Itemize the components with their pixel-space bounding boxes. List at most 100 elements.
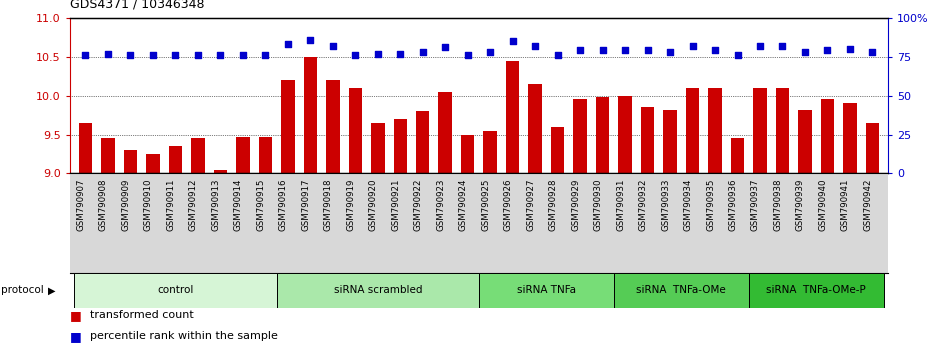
Text: GSM790915: GSM790915: [257, 178, 265, 231]
Bar: [753, 88, 766, 173]
Point: [551, 52, 565, 58]
Point: [392, 51, 407, 56]
Text: GSM790907: GSM790907: [76, 178, 86, 231]
Point: [370, 51, 385, 56]
Text: GDS4371 / 10346348: GDS4371 / 10346348: [70, 0, 205, 11]
Text: GSM790941: GSM790941: [841, 178, 850, 231]
Bar: [484, 131, 497, 173]
Text: protocol: protocol: [1, 285, 44, 295]
Bar: [596, 97, 609, 173]
Bar: [551, 127, 565, 173]
Text: GSM790916: GSM790916: [279, 178, 288, 231]
Point: [100, 51, 115, 56]
Point: [618, 47, 632, 53]
Point: [123, 52, 138, 58]
Point: [303, 37, 318, 42]
Point: [235, 52, 250, 58]
Text: GSM790913: GSM790913: [211, 178, 220, 231]
Point: [78, 52, 93, 58]
Text: GSM790928: GSM790928: [549, 178, 558, 231]
Bar: [146, 154, 160, 173]
Bar: [74, 273, 276, 308]
Point: [573, 47, 588, 53]
Bar: [709, 88, 722, 173]
Bar: [506, 61, 520, 173]
Bar: [844, 103, 857, 173]
Bar: [168, 146, 182, 173]
Point: [752, 43, 767, 48]
Point: [145, 52, 160, 58]
Point: [348, 52, 363, 58]
Point: [191, 52, 206, 58]
Point: [843, 46, 857, 52]
Point: [460, 52, 475, 58]
Point: [258, 52, 272, 58]
Text: GSM790936: GSM790936: [728, 178, 737, 231]
Bar: [528, 84, 542, 173]
Bar: [731, 138, 744, 173]
Bar: [866, 123, 879, 173]
Bar: [124, 150, 138, 173]
Text: GSM790919: GSM790919: [346, 178, 355, 231]
Text: GSM790910: GSM790910: [144, 178, 153, 231]
Text: GSM790921: GSM790921: [392, 178, 400, 231]
Text: siRNA  TNFa-OMe: siRNA TNFa-OMe: [636, 285, 726, 295]
Bar: [349, 88, 362, 173]
Point: [483, 49, 498, 55]
Text: siRNA  TNFa-OMe-P: siRNA TNFa-OMe-P: [766, 285, 866, 295]
Bar: [820, 99, 834, 173]
Text: percentile rank within the sample: percentile rank within the sample: [90, 331, 278, 341]
Point: [708, 47, 723, 53]
Text: GSM790908: GSM790908: [99, 178, 108, 231]
Bar: [192, 138, 205, 173]
Point: [438, 45, 453, 50]
Point: [640, 47, 655, 53]
Bar: [479, 273, 614, 308]
Bar: [685, 88, 699, 173]
Text: GSM790912: GSM790912: [189, 178, 198, 231]
Text: GSM790933: GSM790933: [661, 178, 670, 231]
Bar: [281, 80, 295, 173]
Text: transformed count: transformed count: [90, 310, 194, 320]
Bar: [663, 110, 677, 173]
Bar: [618, 96, 631, 173]
Point: [798, 49, 813, 55]
Text: GSM790914: GSM790914: [233, 178, 243, 231]
Point: [775, 43, 790, 48]
Text: GSM790934: GSM790934: [684, 178, 693, 231]
Text: GSM790917: GSM790917: [301, 178, 311, 231]
Point: [527, 43, 542, 48]
Bar: [614, 273, 749, 308]
Bar: [641, 107, 655, 173]
Bar: [236, 137, 249, 173]
Text: GSM790940: GSM790940: [818, 178, 828, 231]
Text: GSM790911: GSM790911: [166, 178, 176, 231]
Point: [730, 52, 745, 58]
Point: [281, 41, 296, 47]
Text: ▶: ▶: [48, 285, 56, 295]
Text: GSM790939: GSM790939: [796, 178, 805, 231]
Text: GSM790922: GSM790922: [414, 178, 423, 231]
Text: GSM790937: GSM790937: [751, 178, 760, 231]
Text: GSM790924: GSM790924: [458, 178, 468, 231]
Point: [213, 52, 228, 58]
Bar: [371, 123, 384, 173]
Bar: [79, 123, 92, 173]
Point: [168, 52, 183, 58]
Point: [326, 43, 340, 48]
Text: GSM790931: GSM790931: [616, 178, 625, 231]
Text: GSM790932: GSM790932: [639, 178, 647, 231]
Text: ■: ■: [70, 309, 82, 321]
Text: siRNA scrambled: siRNA scrambled: [334, 285, 422, 295]
Bar: [101, 138, 114, 173]
Text: GSM790938: GSM790938: [774, 178, 782, 231]
Point: [685, 43, 700, 48]
Bar: [416, 111, 430, 173]
Text: GSM790930: GSM790930: [593, 178, 603, 231]
Bar: [461, 135, 474, 173]
Text: control: control: [157, 285, 193, 295]
Bar: [214, 170, 227, 173]
Text: GSM790927: GSM790927: [526, 178, 535, 231]
Text: GSM790920: GSM790920: [369, 178, 378, 231]
Bar: [574, 99, 587, 173]
